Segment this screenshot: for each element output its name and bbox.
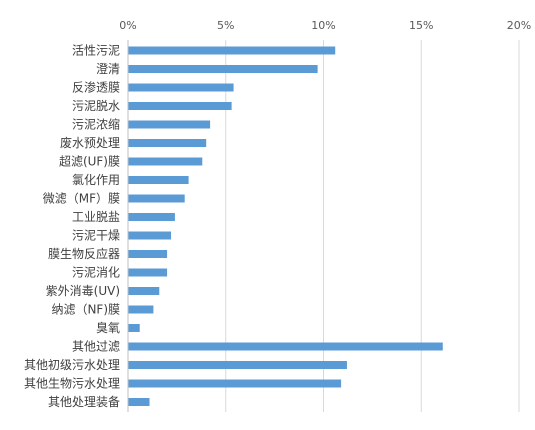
category-label: 污泥干燥 bbox=[72, 229, 120, 243]
x-tick-label: 5% bbox=[217, 19, 234, 32]
category-label: 微滤（MF）膜 bbox=[43, 192, 120, 206]
category-label: 污泥浓缩 bbox=[72, 117, 120, 132]
category-label: 紫外消毒(UV) bbox=[46, 284, 120, 298]
category-label: 其他生物污水处理 bbox=[24, 377, 120, 391]
category-label: 纳滤（NF)膜 bbox=[51, 303, 120, 317]
category-label: 其他处理装备 bbox=[48, 395, 120, 409]
category-label: 其他过滤 bbox=[72, 340, 120, 354]
bar bbox=[128, 231, 172, 240]
bar bbox=[128, 157, 203, 166]
x-tick-label: 20% bbox=[507, 19, 531, 32]
bar bbox=[128, 65, 318, 73]
bar bbox=[128, 324, 140, 332]
bar bbox=[128, 342, 443, 351]
category-label: 废水预处理 bbox=[60, 135, 120, 150]
bar bbox=[128, 361, 347, 369]
bar bbox=[128, 120, 211, 129]
bars bbox=[128, 46, 443, 406]
x-axis-ticks: 0% 5% 10% 15% 20% bbox=[119, 19, 531, 32]
category-label: 澄清 bbox=[96, 61, 120, 76]
category-label: 臭氧 bbox=[96, 320, 120, 335]
x-tick-label: 15% bbox=[409, 19, 433, 32]
bar bbox=[128, 102, 232, 110]
bar bbox=[128, 268, 168, 277]
category-label: 活性污泥 bbox=[72, 44, 120, 58]
category-label: 工业脱盐 bbox=[72, 209, 120, 224]
category-label: 污泥脱水 bbox=[72, 98, 120, 113]
bar bbox=[128, 83, 234, 92]
bar bbox=[128, 194, 185, 203]
bar bbox=[128, 250, 168, 258]
bar bbox=[128, 379, 342, 388]
bar bbox=[128, 305, 154, 314]
bar bbox=[128, 287, 160, 295]
bar bbox=[128, 213, 175, 221]
bar bbox=[128, 398, 150, 406]
bar bbox=[128, 176, 189, 184]
category-label: 其他初级污水处理 bbox=[24, 358, 120, 372]
bar bbox=[128, 139, 207, 147]
gridlines bbox=[225, 40, 520, 412]
bar bbox=[128, 46, 336, 55]
category-label: 超滤(UF)膜 bbox=[59, 154, 120, 169]
category-label: 膜生物反应器 bbox=[48, 246, 120, 261]
category-label: 污泥消化 bbox=[72, 266, 120, 280]
x-tick-label: 10% bbox=[311, 19, 335, 32]
category-labels: 活性污泥澄清反渗透膜污泥脱水污泥浓缩废水预处理超滤(UF)膜氯化作用微滤（MF）… bbox=[24, 44, 120, 410]
category-label: 反渗透膜 bbox=[72, 80, 120, 95]
category-label: 氯化作用 bbox=[72, 173, 120, 187]
x-tick-label: 0% bbox=[119, 19, 136, 32]
